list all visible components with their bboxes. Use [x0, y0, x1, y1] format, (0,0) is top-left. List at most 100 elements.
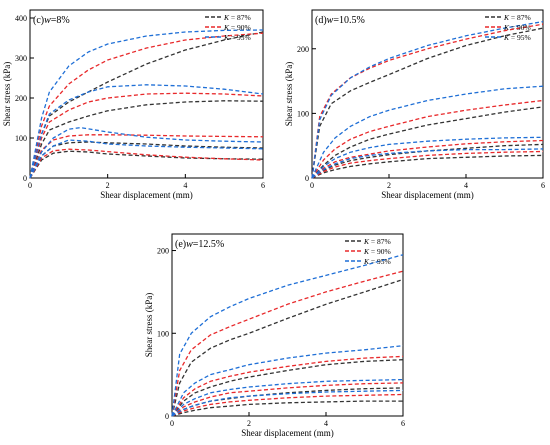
series-line-k87-2: [311, 106, 544, 179]
series-line-k87-2: [29, 100, 264, 179]
legend-label: = 90%: [369, 247, 391, 256]
panel-label-value: =10.5%: [333, 15, 364, 26]
y-tick-label: 200: [15, 94, 27, 103]
legend-label: = 87%: [509, 13, 531, 22]
x-axis-label: Shear displacement (mm): [381, 190, 473, 200]
series-line-k87-4: [171, 400, 403, 417]
y-axis-label: Shear stress (kPa): [144, 293, 154, 358]
legend-symbol: K: [223, 23, 230, 32]
x-tick-label: 2: [387, 181, 391, 190]
x-tick-label: 4: [183, 181, 187, 190]
y-tick-label: 100: [157, 329, 169, 338]
series-line-k90-7: [311, 139, 544, 179]
chart-panel-3: 0 100 200 0 2 4 6 Shear displacement (mm) Shear …: [144, 233, 405, 438]
series-line-k90-8: [311, 150, 544, 179]
x-axis-label: Shear displacement (mm): [241, 428, 333, 438]
legend-label: = 87%: [369, 237, 391, 246]
legend-entry: K = 87%: [503, 13, 531, 22]
series-line-k95-12: [171, 389, 404, 417]
panel-label: (e)w=12.5%: [175, 239, 224, 250]
legend-symbol: K: [223, 13, 230, 22]
legend-label: = 95%: [229, 33, 251, 42]
legend-symbol: K: [363, 237, 370, 246]
y-tick-label: 100: [15, 134, 27, 143]
legend-entry: K = 90%: [503, 23, 531, 32]
series-line-k90-7: [29, 134, 264, 179]
legend-entry: K = 90%: [223, 23, 251, 32]
series-line-k95-10: [171, 345, 404, 417]
series-line-k87-4: [311, 154, 544, 179]
series-line-k95-11: [171, 378, 404, 417]
series-line-k90-7: [171, 382, 404, 417]
legend-symbol: K: [223, 33, 230, 42]
series-line-k87-3: [29, 141, 264, 179]
legend-entry: K = 90%: [363, 247, 391, 256]
series-line-k95-10: [311, 85, 544, 179]
legend-symbol: K: [503, 33, 510, 42]
series-line-k90-6: [29, 92, 264, 179]
y-tick-label: 0: [305, 174, 309, 183]
chart-panel-1: 0 100 200 300 400 0 2 4 6 Shear displacement (mm)…: [2, 9, 265, 200]
legend-symbol: K: [363, 257, 370, 266]
legend-entry: K = 95%: [503, 33, 531, 42]
x-tick-label: 2: [106, 181, 110, 190]
legend-label: = 90%: [229, 23, 251, 32]
series-line-k95-9: [29, 29, 264, 179]
x-tick-label: 4: [324, 419, 328, 428]
y-tick-label: 0: [23, 174, 27, 183]
series-line-k95-10: [29, 84, 264, 179]
panel-label: (d)w=10.5%: [315, 15, 365, 26]
chart-panel-2: 0 100 200 0 2 4 6 Shear displacement (mm) Shear …: [284, 9, 545, 200]
panel-label-value: =8%: [51, 15, 70, 26]
x-tick-label: 4: [464, 181, 468, 190]
plot-frame: [311, 9, 544, 179]
series-line-k90-6: [311, 99, 544, 179]
series-line-k95-12: [29, 139, 264, 179]
y-tick-label: 0: [165, 412, 169, 421]
series-line-k87-2: [171, 359, 404, 417]
series-line-k95-9: [171, 254, 404, 417]
series-line-k90-8: [29, 148, 264, 179]
series-line-k95-11: [311, 136, 544, 179]
x-tick-label: 6: [541, 181, 545, 190]
series-line-k87-4: [29, 150, 264, 179]
legend-entry: K = 95%: [363, 257, 391, 266]
series-line-k95-9: [311, 20, 544, 179]
y-tick-label: 200: [297, 45, 309, 54]
legend-label: = 95%: [369, 257, 391, 266]
series-line-k90-5: [29, 32, 264, 179]
y-tick-label: 200: [157, 247, 169, 256]
series-line-k87-3: [311, 143, 544, 179]
panel-label-var: w: [327, 15, 334, 26]
panel-label-id: (c): [33, 15, 44, 26]
panel-label: (c)w=8%: [33, 15, 70, 26]
legend-entry: K = 87%: [223, 13, 251, 22]
plot-frame: [171, 233, 404, 417]
series-line-k87-1: [311, 27, 544, 179]
series-line-k90-5: [311, 23, 544, 179]
series-line-k90-5: [171, 270, 404, 417]
panel-label-var: w: [44, 15, 51, 26]
y-tick-label: 400: [15, 14, 27, 23]
legend-entry: K = 87%: [363, 237, 391, 246]
y-axis-label: Shear stress (kPa): [284, 62, 294, 127]
panel-label-value: =12.5%: [193, 239, 224, 250]
series-line-k95-12: [311, 148, 544, 179]
x-tick-label: 6: [401, 419, 405, 428]
legend-symbol: K: [503, 23, 510, 32]
y-axis-label: Shear stress (kPa): [2, 62, 12, 127]
series-line-k87-3: [171, 387, 404, 417]
panel-label-var: w: [186, 239, 193, 250]
x-tick-label: 0: [170, 419, 174, 428]
legend-symbol: K: [363, 247, 370, 256]
panel-label-id: (d): [315, 15, 327, 26]
x-tick-label: 0: [310, 181, 314, 190]
panel-label-id: (e): [175, 239, 186, 250]
x-tick-label: 2: [247, 419, 251, 428]
legend-symbol: K: [503, 13, 510, 22]
x-tick-label: 6: [261, 181, 265, 190]
legend-label: = 95%: [509, 33, 531, 42]
series-line-k87-1: [171, 278, 404, 417]
legend-label: = 90%: [509, 23, 531, 32]
